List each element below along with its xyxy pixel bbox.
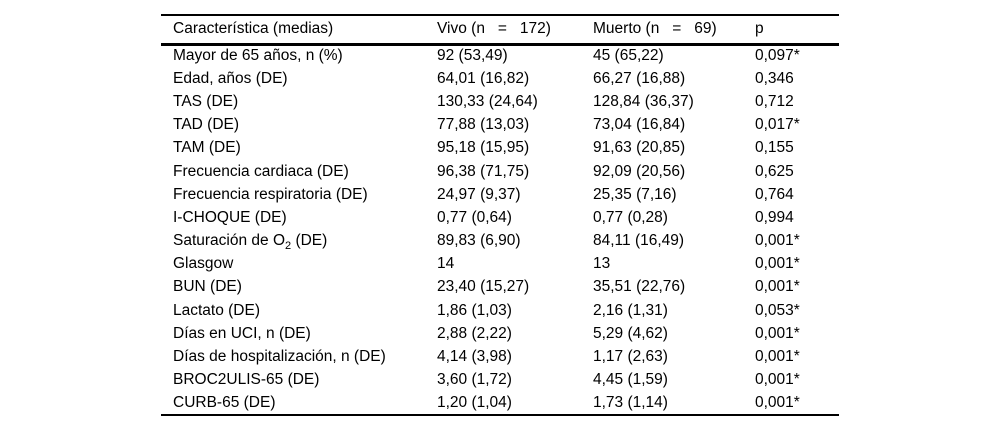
table-row: BROC2ULIS-65 (DE) 3,60 (1,72) 4,45 (1,59) 0… bbox=[161, 369, 839, 392]
vivo-value: 92 (53,49) bbox=[437, 47, 508, 65]
muerto-value: 73,04 (16,84) bbox=[593, 116, 686, 134]
muerto-value: 0,77 (0,28) bbox=[593, 208, 668, 226]
muerto-value: 35,51 (22,76) bbox=[593, 278, 686, 296]
table-row: Edad, años (DE) 64,01 (16,82) 66,27 (16,88… bbox=[161, 67, 839, 90]
table-row: Mayor de 65 años, n (%) 92 (53,49) 45 (65,… bbox=[161, 44, 839, 67]
row-label: Saturación de O2 (DE) bbox=[173, 232, 328, 253]
table-row: TAS (DE) 130,33 (24,64) 128,84 (36,37) 0,71… bbox=[161, 90, 839, 113]
col-header-muerto: Muerto (n = 69) bbox=[581, 15, 743, 46]
table-row: Frecuencia cardiaca (DE) 96,38 (71,75) 92,… bbox=[161, 160, 839, 183]
muerto-value: 91,63 (20,85) bbox=[593, 139, 686, 157]
muerto-value: 25,35 (7,16) bbox=[593, 185, 677, 203]
row-label: Frecuencia cardiaca (DE) bbox=[173, 162, 349, 180]
table-row: Frecuencia respiratoria (DE) 24,97 (9,37)… bbox=[161, 183, 839, 206]
p-value: 0,001* bbox=[755, 255, 800, 273]
vivo-value: 130,33 (24,64) bbox=[437, 92, 538, 110]
p-value: 0,155 bbox=[755, 139, 794, 157]
table-row: Saturación de O2 (DE) 89,83 (6,90) 84,11 (… bbox=[161, 230, 839, 253]
p-value: 0,712 bbox=[755, 92, 794, 110]
vivo-value: 14 bbox=[437, 255, 455, 273]
row-label: Días en UCI, n (DE) bbox=[173, 324, 311, 342]
vivo-value: 23,40 (15,27) bbox=[437, 278, 530, 296]
p-value: 0,053* bbox=[755, 301, 800, 319]
vivo-value: 77,88 (13,03) bbox=[437, 116, 530, 134]
col-header-caracteristica: Característica (medias) bbox=[161, 15, 425, 46]
row-label: Glasgow bbox=[173, 255, 234, 273]
vivo-value: 4,14 (3,98) bbox=[437, 348, 512, 366]
p-value: 0,346 bbox=[755, 69, 794, 87]
vivo-value: 64,01 (16,82) bbox=[437, 69, 530, 87]
table-row: I-CHOQUE (DE) 0,77 (0,64) 0,77 (0,28) 0,994 bbox=[161, 206, 839, 229]
vivo-value: 95,18 (15,95) bbox=[437, 139, 530, 157]
vivo-value: 0,77 (0,64) bbox=[437, 208, 512, 226]
table-row: BUN (DE) 23,40 (15,27) 35,51 (22,76) 0,001* bbox=[161, 276, 839, 299]
row-label: TAD (DE) bbox=[173, 116, 240, 134]
p-value: 0,001* bbox=[755, 371, 800, 389]
p-value: 0,001* bbox=[755, 348, 800, 366]
vivo-value: 89,83 (6,90) bbox=[437, 232, 521, 250]
p-value: 0,001* bbox=[755, 278, 800, 296]
row-label: TAS (DE) bbox=[173, 92, 239, 110]
table-row: CURB-65 (DE) 1,20 (1,04) 1,73 (1,14) 0,001* bbox=[161, 392, 839, 415]
row-label: CURB-65 (DE) bbox=[173, 393, 276, 411]
muerto-value: 66,27 (16,88) bbox=[593, 69, 686, 87]
vivo-value: 1,86 (1,03) bbox=[437, 301, 512, 319]
subscript: 2 bbox=[285, 240, 292, 253]
muerto-value: 128,84 (36,37) bbox=[593, 92, 694, 110]
p-value: 0,625 bbox=[755, 162, 794, 180]
row-label: I-CHOQUE (DE) bbox=[173, 208, 287, 226]
row-label: BUN (DE) bbox=[173, 278, 242, 296]
muerto-value: 92,09 (20,56) bbox=[593, 162, 686, 180]
muerto-value: 45 (65,22) bbox=[593, 47, 664, 65]
row-label: TAM (DE) bbox=[173, 139, 241, 157]
p-value: 0,097* bbox=[755, 47, 800, 65]
vivo-value: 1,20 (1,04) bbox=[437, 393, 512, 411]
row-label: Días de hospitalización, n (DE) bbox=[173, 348, 386, 366]
p-value: 0,001* bbox=[755, 393, 800, 411]
p-value: 0,994 bbox=[755, 208, 794, 226]
p-value: 0,017* bbox=[755, 116, 800, 134]
row-label: Mayor de 65 años, n (%) bbox=[173, 47, 343, 65]
table-row: Glasgow 14 13 0,001* bbox=[161, 253, 839, 276]
characteristics-table: Característica (medias) Vivo (n = 172) M… bbox=[161, 14, 839, 416]
table-row: TAM (DE) 95,18 (15,95) 91,63 (20,85) 0,155 bbox=[161, 137, 839, 160]
table-row: Lactato (DE) 1,86 (1,03) 2,16 (1,31) 0,053* bbox=[161, 299, 839, 322]
row-label: Frecuencia respiratoria (DE) bbox=[173, 185, 368, 203]
row-label: BROC2ULIS-65 (DE) bbox=[173, 371, 320, 389]
table-row: Días en UCI, n (DE) 2,88 (2,22) 5,29 (4,62… bbox=[161, 322, 839, 345]
vivo-value: 2,88 (2,22) bbox=[437, 324, 512, 342]
table-row: Días de hospitalización, n (DE) 4,14 (3,9… bbox=[161, 345, 839, 368]
muerto-value: 84,11 (16,49) bbox=[593, 232, 685, 250]
vivo-value: 96,38 (71,75) bbox=[437, 162, 530, 180]
p-value: 0,764 bbox=[755, 185, 794, 203]
vivo-value: 24,97 (9,37) bbox=[437, 185, 521, 203]
header-row: Característica (medias) Vivo (n = 172) M… bbox=[161, 15, 839, 46]
muerto-value: 1,73 (1,14) bbox=[593, 393, 668, 411]
p-value: 0,001* bbox=[755, 232, 800, 250]
row-label: Lactato (DE) bbox=[173, 301, 261, 319]
table-wrap: Característica (medias) Vivo (n = 172) M… bbox=[161, 14, 839, 416]
muerto-value: 1,17 (2,63) bbox=[593, 348, 668, 366]
muerto-value: 4,45 (1,59) bbox=[593, 371, 668, 389]
muerto-value: 13 bbox=[593, 255, 611, 273]
table-body: Mayor de 65 años, n (%) 92 (53,49) 45 (65,… bbox=[161, 44, 839, 415]
col-header-vivo: Vivo (n = 172) bbox=[425, 15, 581, 46]
table-row: TAD (DE) 77,88 (13,03) 73,04 (16,84) 0,017* bbox=[161, 114, 839, 137]
col-header-p: p bbox=[743, 15, 839, 46]
vivo-value: 3,60 (1,72) bbox=[437, 371, 512, 389]
p-value: 0,001* bbox=[755, 324, 800, 342]
row-label: Edad, años (DE) bbox=[173, 69, 288, 87]
muerto-value: 2,16 (1,31) bbox=[593, 301, 668, 319]
muerto-value: 5,29 (4,62) bbox=[593, 324, 668, 342]
